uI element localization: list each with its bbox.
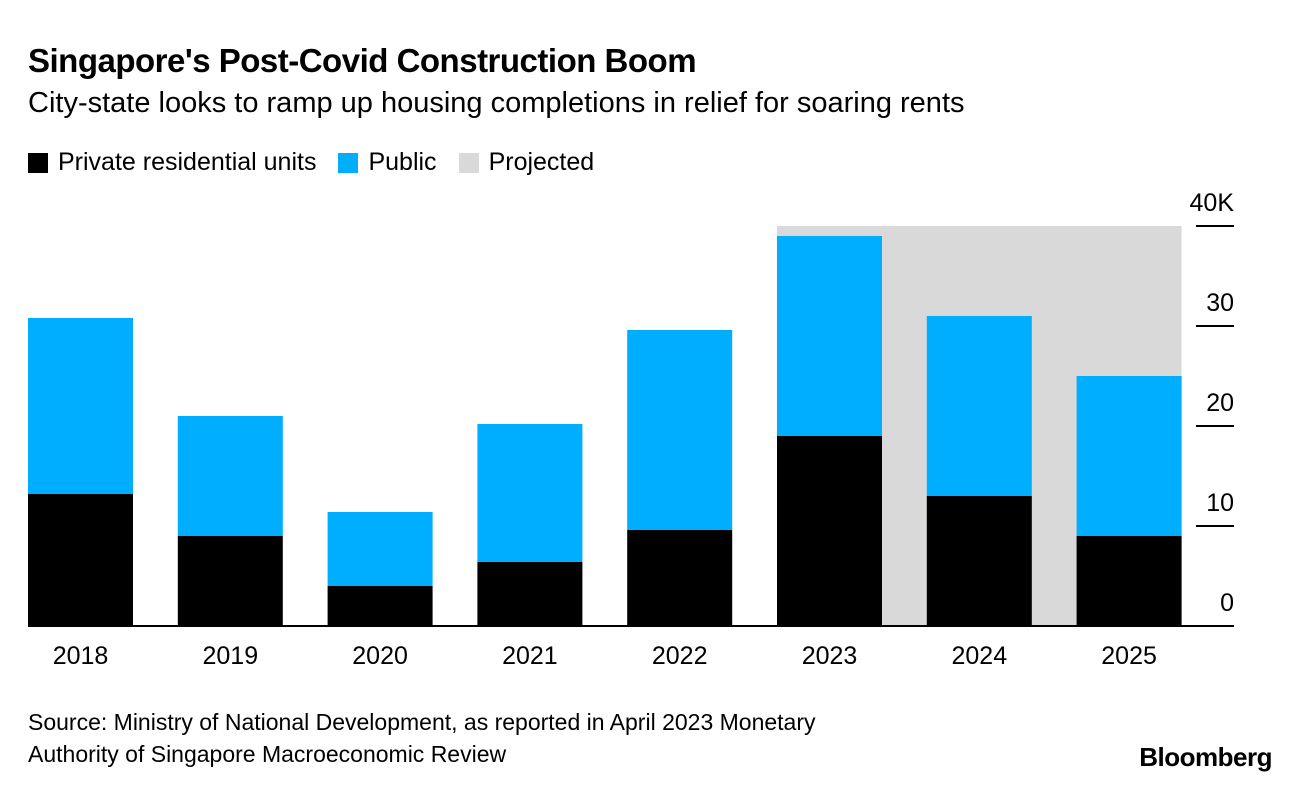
bar-private-2025 [1076,536,1182,626]
bar-public-2024 [926,316,1032,496]
bloomberg-logo: Bloomberg [1139,742,1272,772]
x-tick-label-2024: 2024 [951,642,1007,670]
bar-public-2020 [327,512,433,586]
source-line-2: Authority of Singapore Macroeconomic Rev… [28,741,507,767]
x-tick-label-2022: 2022 [652,642,708,670]
bar-public-2022 [627,330,733,530]
x-tick-label-2025: 2025 [1101,642,1157,670]
legend-swatch-projected [458,152,479,173]
y-tick-label-40: 40K [1190,189,1235,217]
legend-label-private: Private residential units [58,148,317,176]
bar-private-2020 [327,586,433,626]
x-tick-label-2018: 2018 [53,642,109,670]
legend-item-public: Public [338,148,437,177]
bar-private-2023 [777,436,882,626]
bar-private-2021 [477,562,583,626]
bar-chart: 2018 2019 2020 2021 2022 2023 2024 2025 0 10 20 30 4… [28,189,1235,670]
legend-label-projected: Projected [488,148,595,176]
x-tick-label-2020: 2020 [352,642,408,670]
legend-swatch-private [28,152,48,173]
legend: Private residential units Public Project… [28,148,594,177]
bar-private-2019 [177,536,283,626]
y-tick-label-30: 30 [1206,289,1234,317]
chart-subtitle: City-state looks to ramp up housing comp… [28,87,965,119]
y-tick-label-10: 10 [1206,489,1234,517]
x-tick-label-2023: 2023 [802,642,858,670]
y-tick-label-20: 20 [1206,389,1234,417]
bar-public-2025 [1076,376,1182,536]
bar-public-2023 [777,236,882,436]
legend-label-public: Public [368,148,437,176]
bar-public-2019 [177,416,283,536]
x-tick-label-2021: 2021 [502,642,558,670]
bar-public-2021 [477,424,583,562]
bar-private-2024 [926,496,1032,626]
y-tick-label-0: 0 [1220,589,1234,617]
bar-public-2018 [28,318,133,494]
bar-private-2018 [28,494,133,626]
source-line-1: Source: Ministry of National Development… [28,709,816,735]
bar-private-2022 [627,530,733,626]
x-tick-label-2019: 2019 [202,642,258,670]
legend-item-projected: Projected [458,148,595,177]
legend-item-private: Private residential units [28,148,316,177]
legend-swatch-public [338,152,359,173]
chart-title: Singapore's Post-Covid Construction Boom [28,42,697,79]
source-note: Source: Ministry of National Development… [28,706,816,770]
